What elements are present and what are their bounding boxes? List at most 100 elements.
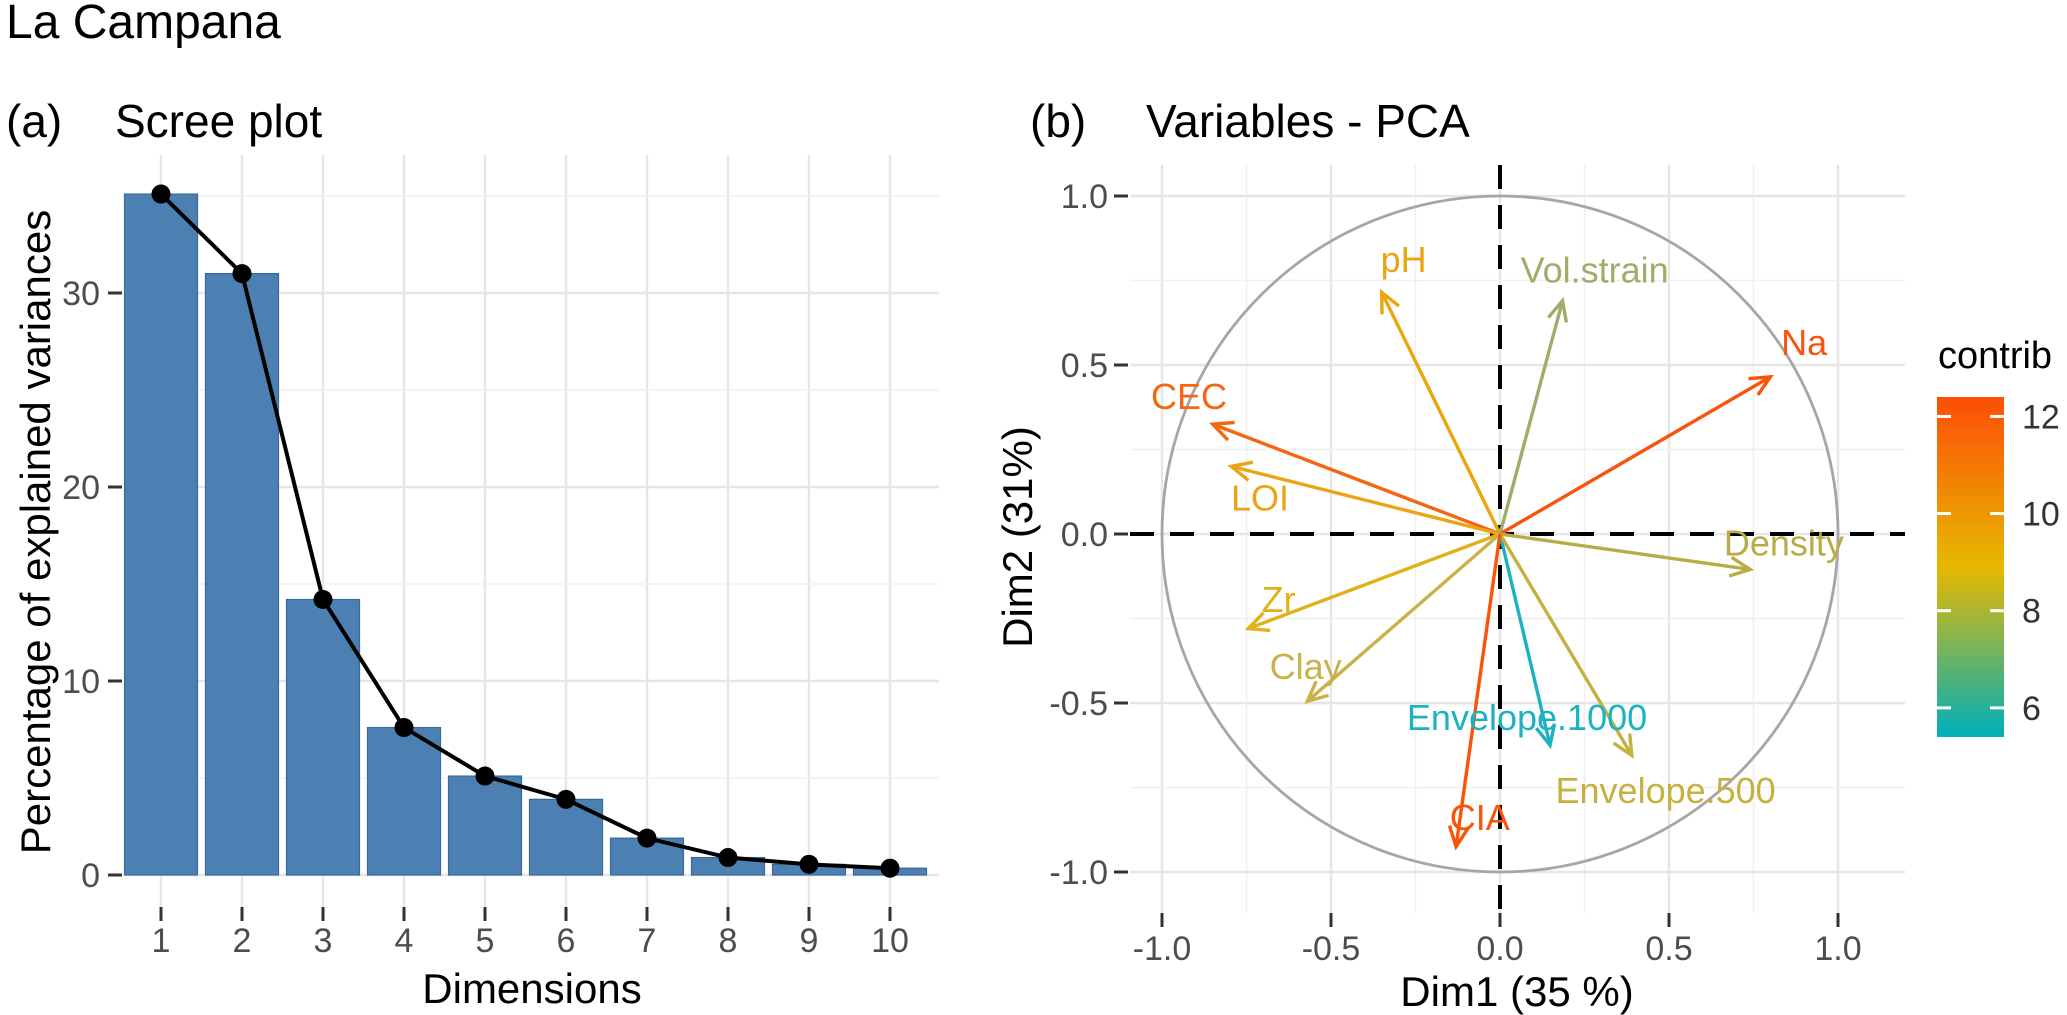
pca-x-tick-label--0.5: -0.5 [1302,930,1361,968]
pca-unit-circle [1160,194,1840,874]
x-tick-label-1: 1 [152,922,171,960]
pca-label-Density: Density [1724,522,1844,563]
scree-bar-dim-2 [204,273,280,876]
scree-eigen-line [151,184,900,878]
contrib-legend: contrib 12 10 8 6 [1937,335,2060,737]
pca-arrow-pH [1379,288,1502,535]
arrow-shaft [1498,533,1552,746]
legend-title: contrib [1938,335,2052,377]
colorbar-ticks: 12 10 8 6 [1937,398,2060,728]
pca-arrow-Density [1499,532,1755,578]
x-tick-label-6: 6 [557,922,576,960]
arrow-head [1208,420,1235,442]
arrow-head [1244,611,1271,633]
pca-label-Clay: Clay [1270,646,1342,687]
x-tick-label-7: 7 [638,922,657,960]
arrow-head [1447,825,1470,851]
pca-label-Envelope.500: Envelope.500 [1556,770,1776,811]
scree-bar-dim-4 [366,726,442,876]
arrow-shaft [1230,464,1501,536]
scree-bar-dim-1 [123,193,199,876]
eigen-point-dim-2 [232,264,252,284]
pca-arrow-Na [1499,374,1774,536]
scree-x-axis-title: Dimensions [422,965,641,1012]
pca-label-CIA: CIA [1450,797,1510,838]
eigen-point-dim-9 [799,854,819,874]
scree-axes: 0 10 20 30 1 2 3 4 5 6 7 8 9 10 [62,275,909,960]
pca-y-tick-label--0.5: -0.5 [1049,685,1108,723]
x-tick-label-5: 5 [476,922,495,960]
colorbar-label-8: 8 [2022,593,2041,631]
arrow-head [1534,723,1557,750]
arrow-shaft [1498,533,1634,757]
x-tick-label-10: 10 [871,922,909,960]
pca-x-tick-label-0.0: 0.0 [1476,930,1523,968]
eigen-point-dim-8 [718,848,738,868]
pca-variable-labels: pH Vol.strain Na CEC LOI Density Zr Clay Envelop… [1151,239,1844,838]
pca-y-tick-label-1.0: 1.0 [1061,178,1108,216]
pca-label-Envelope.1000: Envelope.1000 [1407,697,1647,738]
pca-label-Vol.strain: Vol.strain [1521,249,1669,290]
eigen-point-dim-7 [637,828,657,848]
arrow-head [1304,680,1329,704]
panel-b-tag: (b) [1030,95,1086,147]
scree-bar-dim-5 [447,775,523,876]
pca-arrow-LOI [1227,460,1501,536]
unit-circle [1160,194,1840,874]
arrow-shaft [1212,422,1501,536]
x-tick-label-9: 9 [800,922,819,960]
pca-y-axis-title: Dim2 (31%) [994,426,1041,648]
pca-label-Zr: Zr [1262,579,1296,620]
eigen-point-dim-4 [394,718,414,738]
pca-x-axis-title: Dim1 (35 %) [1400,968,1633,1015]
eigen-point-dim-10 [880,858,900,878]
pca-x-tick-label-0.5: 0.5 [1645,930,1692,968]
x-tick-label-3: 3 [314,922,333,960]
arrow-shaft [1306,532,1502,703]
eigen-point-dim-3 [313,590,333,610]
eigen-line [159,192,891,871]
pca-axes: -1.0 -0.5 0.0 0.5 1.0 1.0 0.5 0.0 -0.5 -1.0 [1049,178,1861,968]
arrow-shaft [1499,375,1772,536]
arrow-head [1728,555,1755,578]
pca-x-tick-label--1.0: -1.0 [1133,930,1192,968]
arrow-head [1379,288,1400,315]
scree-bars [123,193,928,876]
pca-x-tick-label-1.0: 1.0 [1814,930,1861,968]
y-tick-label-30: 30 [62,275,100,313]
y-tick-label-10: 10 [62,663,100,701]
pca-y-tick-label--1.0: -1.0 [1049,854,1108,892]
arrow-shaft [1498,300,1565,535]
arrow-shaft [1499,532,1751,572]
pca-arrow-CIA [1447,533,1502,851]
pca-label-LOI: LOI [1231,478,1289,519]
pca-arrow-Envelope.500 [1498,533,1634,759]
eigen-point-dim-5 [475,766,495,786]
pca-label-CEC: CEC [1151,376,1227,417]
eigen-point-dim-6 [556,789,576,809]
eigen-point-dim-1 [151,184,171,204]
pca-label-Na: Na [1781,322,1828,363]
scree-y-axis-title: Percentage of explained variances [12,210,59,854]
panel-a-title: Scree plot [115,95,322,147]
colorbar-label-12: 12 [2022,398,2060,436]
x-tick-label-2: 2 [233,922,252,960]
arrow-shaft [1380,291,1502,535]
pca-arrow-Envelope.1000 [1498,533,1557,750]
x-tick-label-8: 8 [719,922,738,960]
panel-b-title: Variables - PCA [1146,95,1470,147]
x-tick-label-4: 4 [395,922,414,960]
pca-arrows [1208,288,1774,851]
arrow-head [1227,460,1254,482]
pca-label-pH: pH [1381,239,1427,280]
pca-arrow-Clay [1304,532,1502,704]
panel-a-tag: (a) [6,95,62,147]
arrow-head [1547,296,1569,323]
arrow-head [1748,374,1774,396]
colorbar-label-6: 6 [2022,690,2041,728]
arrow-shaft [1247,532,1501,631]
pca-y-tick-label-0.0: 0.0 [1061,516,1108,554]
colorbar [1937,397,2004,737]
